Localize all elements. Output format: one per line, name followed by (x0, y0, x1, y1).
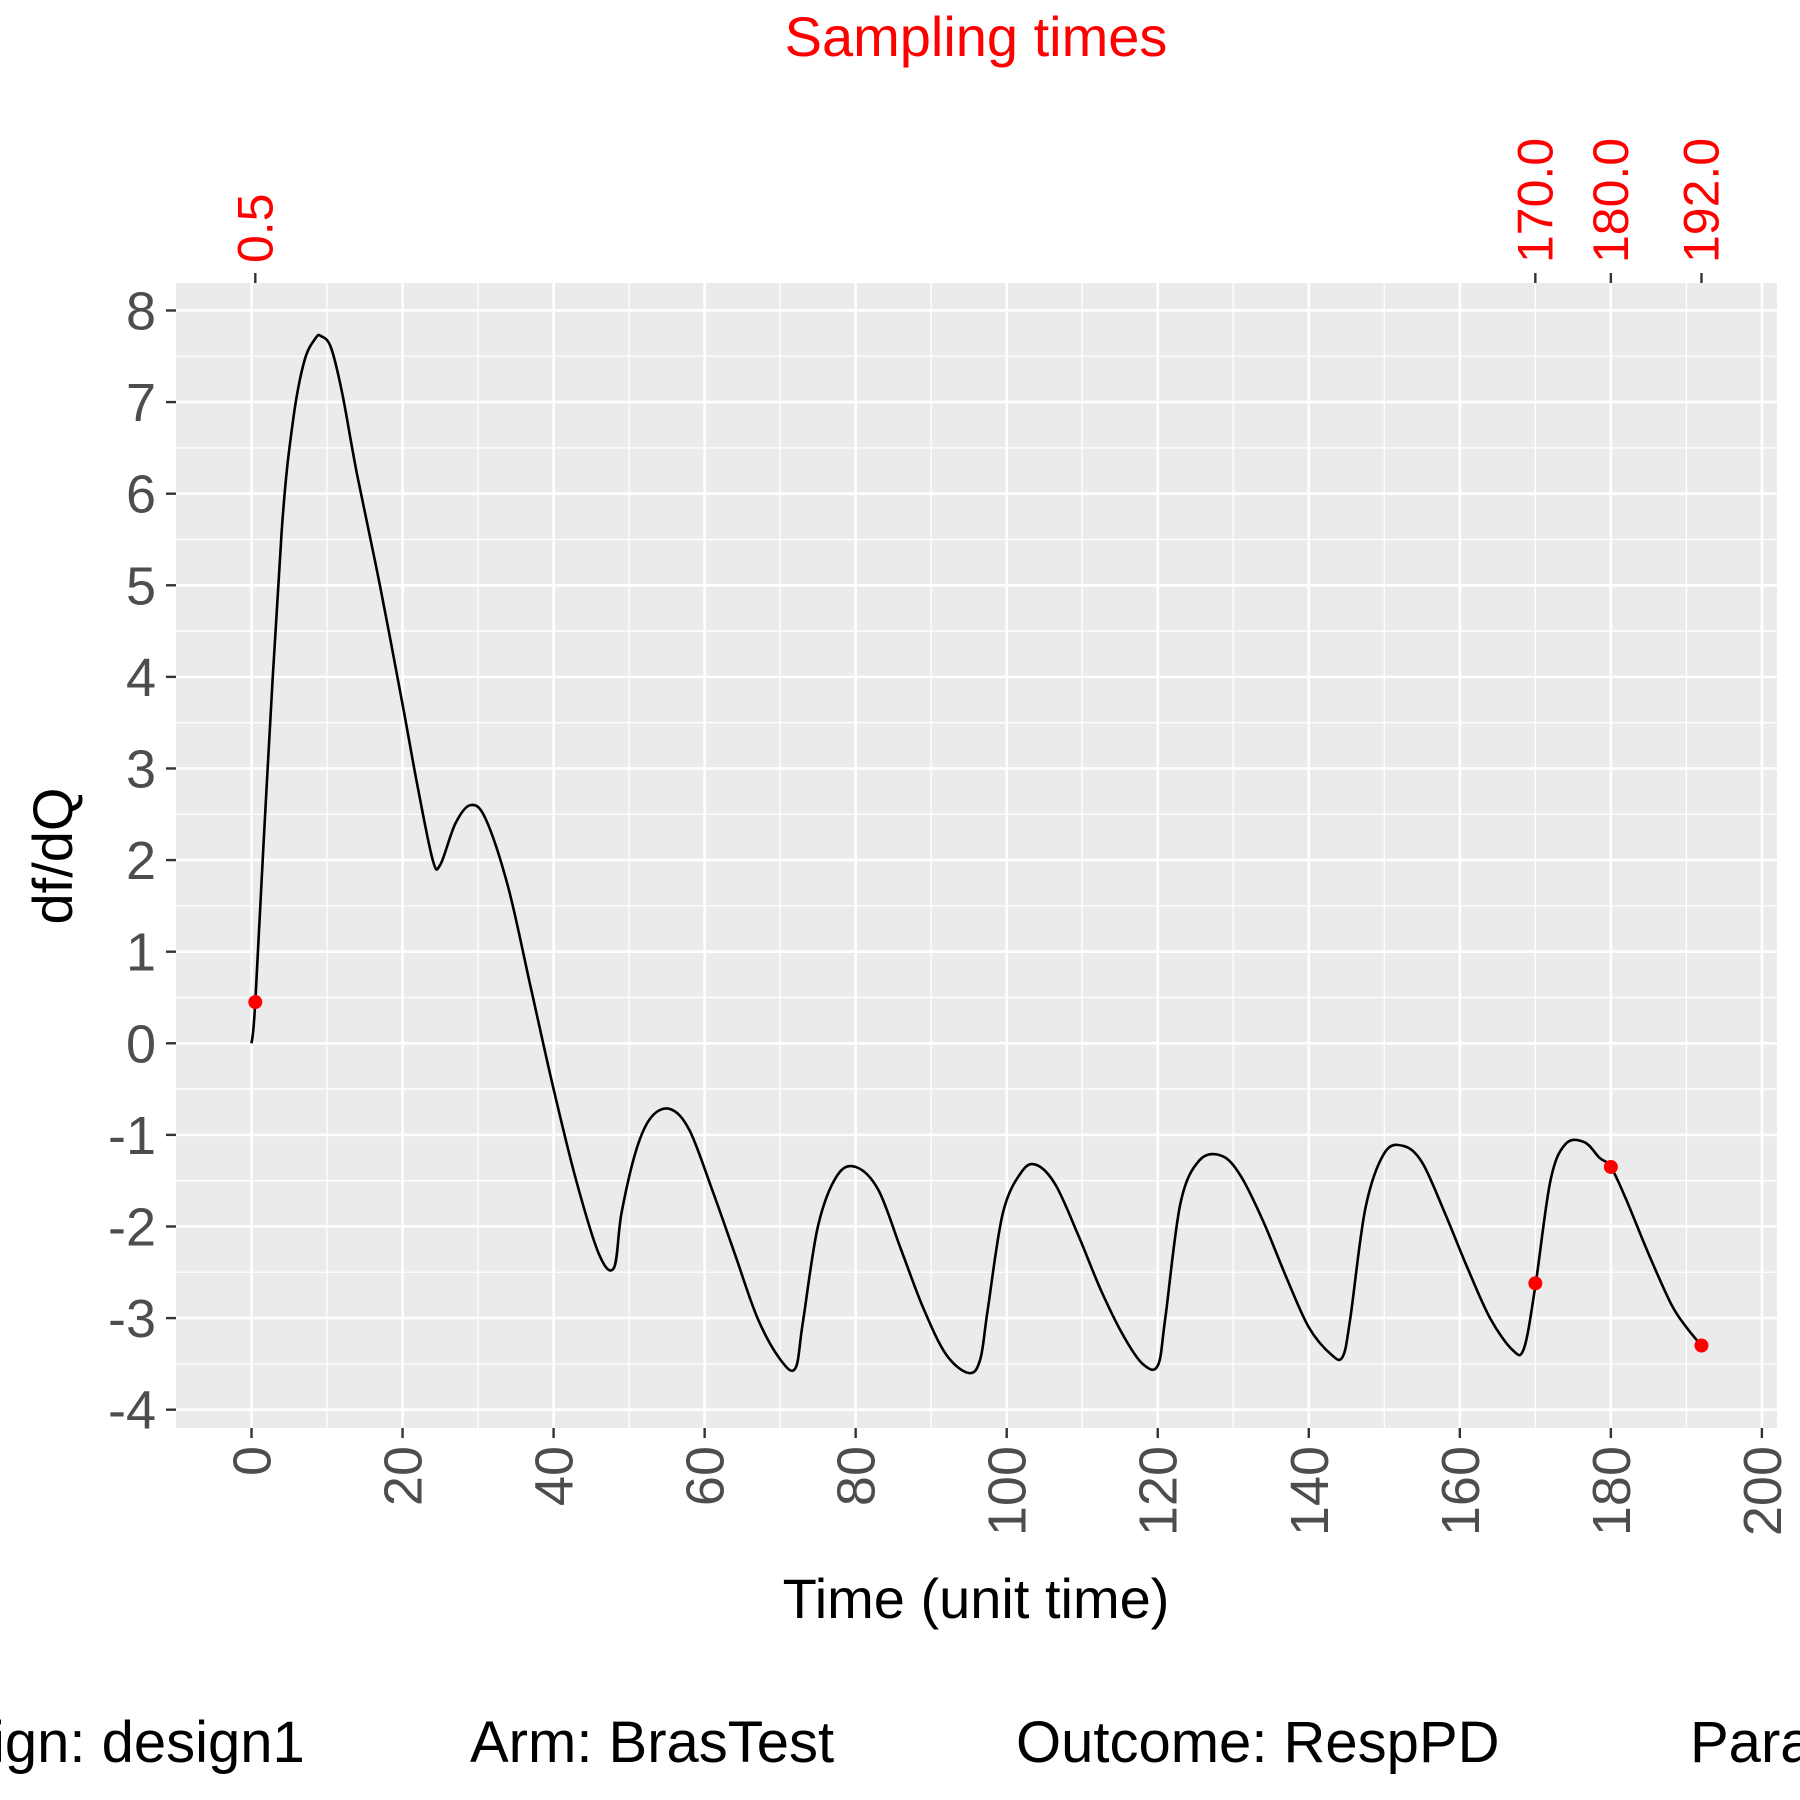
y-tick-label: 4 (126, 648, 156, 708)
sampling-axis-title: Sampling times (785, 5, 1168, 68)
y-tick-label: 2 (126, 831, 156, 891)
y-tick-label: 0 (126, 1014, 156, 1074)
plot-panel (176, 283, 1777, 1428)
sample-point (1694, 1338, 1709, 1353)
y-tick-label: -1 (108, 1106, 156, 1166)
caption-design: ign: design1 (0, 1710, 305, 1775)
y-tick-label: -2 (108, 1197, 156, 1257)
grid-lines (176, 283, 1777, 1428)
x-tick-label: 60 (676, 1446, 736, 1506)
x-tick-label: 140 (1280, 1446, 1340, 1536)
series-line (250, 333, 1703, 1375)
sample-points (248, 995, 1709, 1353)
y-axis-title: df/dQ (21, 788, 84, 925)
x-tick-label: 100 (978, 1446, 1038, 1536)
x-tick-label: 160 (1431, 1446, 1491, 1536)
axis-ticks: 0 20 40 60 80 100 120 140 160 180 200 -4 -3 -2 -1 0 1 2 3 4… (108, 281, 1793, 1536)
y-tick-label: 1 (126, 923, 156, 983)
x-tick-label: 180 (1582, 1446, 1642, 1536)
sampling-tick-label: 170.0 (1507, 138, 1563, 263)
x-tick-label: 120 (1129, 1446, 1189, 1536)
y-tick-label: 5 (126, 556, 156, 616)
sampling-tick-label: 180.0 (1583, 138, 1639, 263)
x-tick-label: 80 (827, 1446, 887, 1506)
caption-outcome: Outcome: RespPD (1016, 1710, 1500, 1775)
sample-point (1528, 1276, 1543, 1291)
y-tick-label: -4 (108, 1381, 156, 1441)
sample-point (1603, 1159, 1618, 1174)
series-layer (250, 333, 1703, 1375)
y-tick-label: 6 (126, 465, 156, 525)
y-tick-label: 8 (126, 281, 156, 341)
sampling-tick-label: 192.0 (1673, 138, 1729, 263)
caption-row: ign: design1 Arm: BrasTest Outcome: Resp… (0, 1710, 1800, 1775)
y-tick-label: -3 (108, 1289, 156, 1349)
sample-point (248, 995, 263, 1010)
sampling-tick-label: 0.5 (227, 193, 283, 263)
x-tick-label: 0 (223, 1446, 283, 1476)
x-tick-label: 40 (525, 1446, 585, 1506)
y-tick-label: 3 (126, 739, 156, 799)
x-tick-label: 200 (1733, 1446, 1793, 1536)
y-tick-label: 7 (126, 373, 156, 433)
caption-parameter: Para (1690, 1710, 1800, 1775)
sampling-axis: 0.5 170.0 180.0 192.0 (227, 138, 1729, 283)
x-tick-label: 20 (374, 1446, 434, 1506)
caption-arm: Arm: BrasTest (470, 1710, 834, 1775)
x-axis-title: Time (unit time) (783, 1567, 1170, 1630)
